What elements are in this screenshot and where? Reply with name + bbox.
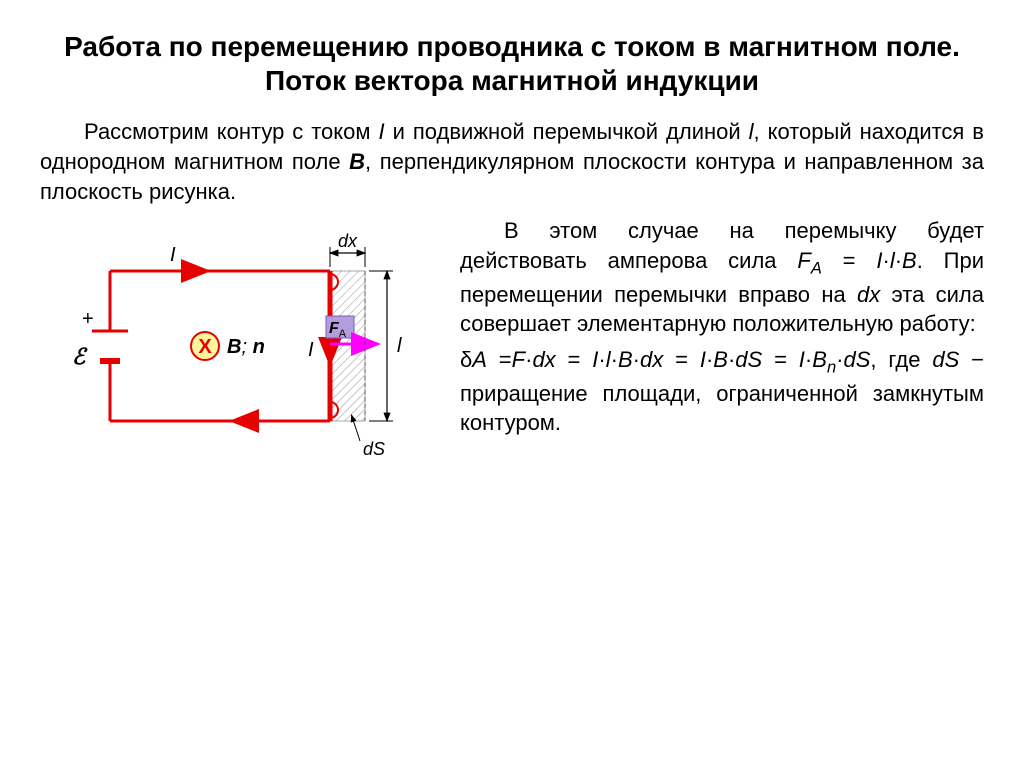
svg-text:ℰ: ℰ	[72, 344, 88, 369]
svg-text:dx: dx	[338, 231, 358, 251]
page-title: Работа по перемещению проводника с током…	[40, 30, 984, 97]
circuit-diagram: +ℰXB; nIIFAdxldS	[40, 216, 440, 486]
svg-text:+: +	[82, 308, 94, 330]
svg-text:dS: dS	[363, 439, 385, 459]
intro-paragraph: Рассмотрим контур с током I и подвижной …	[40, 117, 984, 206]
svg-text:X: X	[198, 336, 212, 358]
para-1: В этом случае на перемычку будет действо…	[460, 216, 984, 339]
para-2: δA =F·dx = I·l·B·dx = I·B·dS = I·Bn·dS, …	[460, 345, 984, 438]
svg-text:B; n: B; n	[227, 336, 265, 358]
svg-text:I: I	[170, 244, 176, 266]
svg-text:l: l	[397, 335, 402, 357]
svg-text:I: I	[308, 339, 314, 361]
